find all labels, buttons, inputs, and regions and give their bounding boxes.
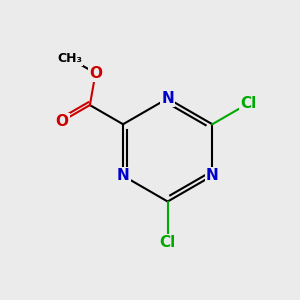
Text: CH₃: CH₃: [58, 52, 82, 65]
Text: Cl: Cl: [160, 235, 176, 250]
Text: N: N: [161, 91, 174, 106]
Text: O: O: [55, 114, 68, 129]
Text: Cl: Cl: [240, 96, 256, 111]
Text: N: N: [117, 168, 129, 183]
Text: N: N: [206, 168, 219, 183]
Text: O: O: [89, 66, 102, 81]
